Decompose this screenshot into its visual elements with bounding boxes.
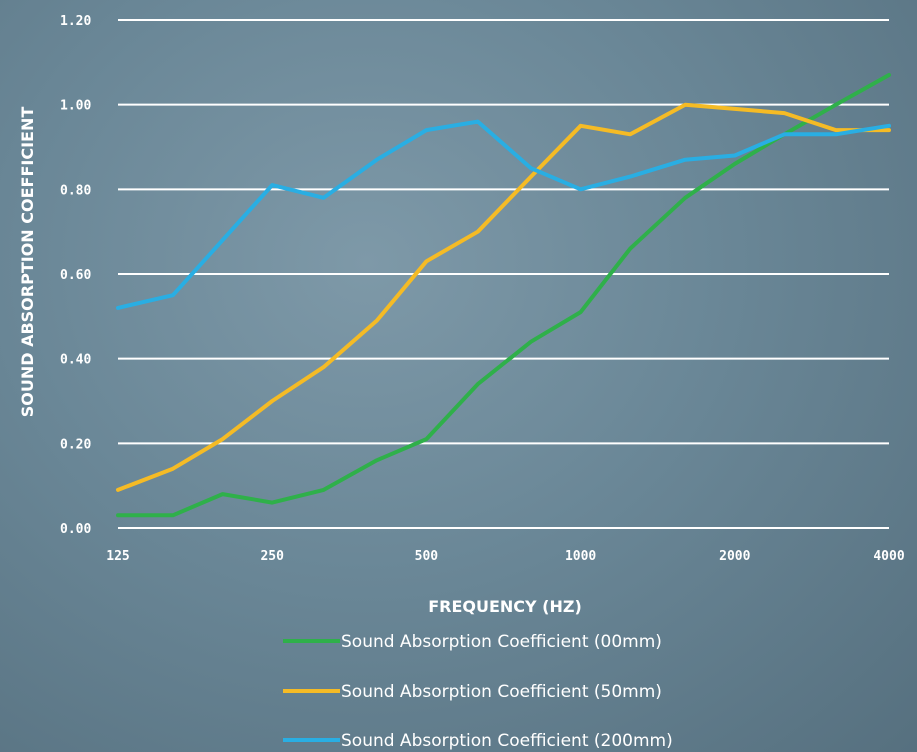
y-tick-label: 0.80 <box>60 183 91 198</box>
series-lines <box>116 73 891 518</box>
x-tick-label: 125 <box>106 549 129 564</box>
x-tick-labels: 125 250 500 1000 2000 4000 <box>106 549 905 564</box>
legend: Sound Absorption Coefficient (00mm) Sound… <box>283 632 673 751</box>
y-tick-labels: 0.00 0.20 0.40 0.60 0.80 1.00 1.20 <box>60 14 91 537</box>
y-tick-label: 1.20 <box>60 14 91 29</box>
x-axis-title: FREQUENCY (HZ) <box>428 597 582 616</box>
y-tick-label: 0.60 <box>60 268 91 283</box>
gridlines <box>118 19 889 529</box>
x-tick-label: 250 <box>260 549 284 564</box>
x-tick-label: 2000 <box>719 549 750 564</box>
x-tick-label: 500 <box>415 549 439 564</box>
legend-label-0: Sound Absorption Coefficient (00mm) <box>341 632 662 652</box>
x-tick-label: 4000 <box>873 549 904 564</box>
legend-label-1: Sound Absorption Coefficient (50mm) <box>341 682 662 702</box>
legend-label-2: Sound Absorption Coefficient (200mm) <box>341 731 673 751</box>
y-tick-label: 0.40 <box>60 353 91 368</box>
series-line-2 <box>116 119 891 310</box>
y-tick-label: 0.20 <box>60 437 91 452</box>
x-tick-label: 1000 <box>565 549 596 564</box>
y-tick-label: 1.00 <box>60 99 91 114</box>
series-line-0 <box>116 73 891 518</box>
y-axis-title: SOUND ABSORPTION COEFFICIENT <box>18 107 37 418</box>
series-line-1 <box>116 102 891 492</box>
y-tick-label: 0.00 <box>60 522 91 537</box>
